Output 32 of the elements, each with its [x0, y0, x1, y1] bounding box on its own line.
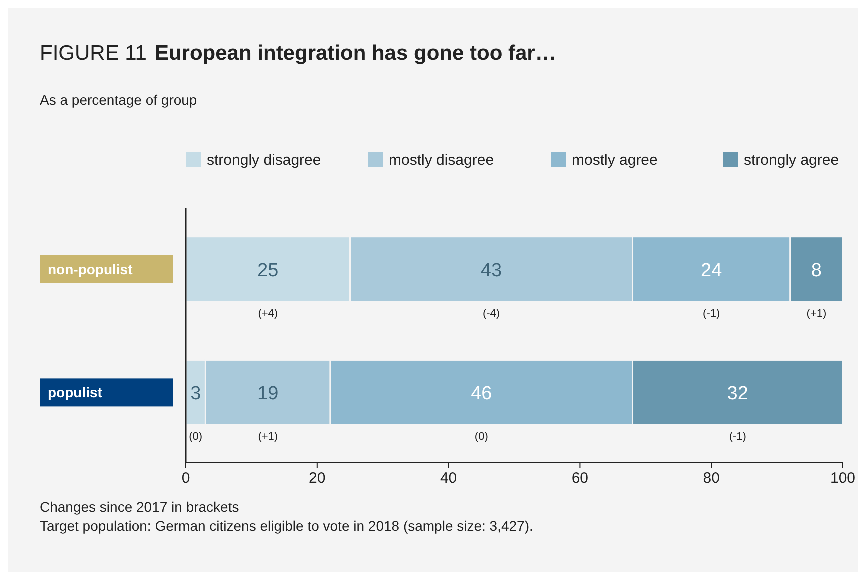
data-label: 19	[258, 384, 279, 405]
x-tick-label: 0	[182, 470, 190, 487]
legend-label: mostly agree	[572, 152, 658, 169]
chart-title: FIGURE 11 European integration has gone too far…	[40, 42, 556, 65]
legend-label: mostly disagree	[389, 152, 494, 169]
x-tick-label: 40	[440, 470, 458, 487]
y-tick-label: populist	[48, 384, 103, 401]
data-label: 43	[480, 260, 502, 282]
x-tick-label: 100	[830, 470, 856, 487]
data-label: 24	[701, 260, 723, 282]
x-tick-label: 80	[703, 470, 720, 487]
legend-label: strongly disagree	[207, 152, 322, 169]
y-tick-label: non-populist	[48, 261, 134, 278]
data-label: 8	[811, 260, 822, 282]
annotation: (-1)	[703, 308, 720, 320]
annotation: (+1)	[258, 431, 278, 444]
annotation: (+4)	[258, 308, 278, 320]
x-tick-label: 20	[309, 470, 326, 487]
x-tick-label: 60	[572, 470, 589, 487]
annotation: (-4)	[482, 308, 500, 320]
annotation: (0)	[189, 431, 203, 444]
annotation: (0)	[474, 431, 488, 444]
data-label: 25	[258, 260, 279, 282]
annotation: (+1)	[806, 308, 827, 320]
data-label: 32	[727, 384, 748, 405]
annotation: (-1)	[729, 431, 746, 444]
text: Changes since 2017 in brackets	[40, 499, 240, 515]
chart-subtitle: As a percentage of group	[40, 92, 198, 108]
data-label: 3	[190, 384, 202, 405]
text: Target population: German citizens eligible to vote in 2018 (sample size: 3,427).	[40, 518, 534, 534]
data-label: 46	[471, 384, 492, 405]
legend-label: strongly agree	[744, 152, 840, 169]
